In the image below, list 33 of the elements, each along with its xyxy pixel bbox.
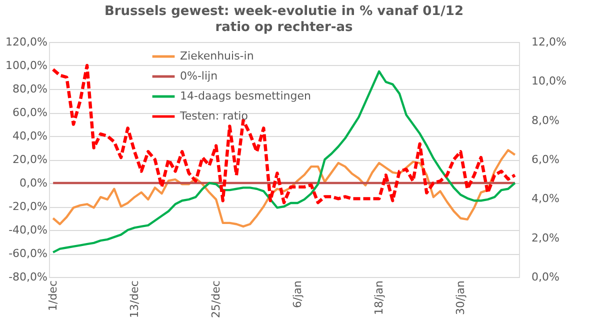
x-tick-label: 6/jan	[291, 280, 304, 308]
line-series	[51, 64, 517, 204]
y-tick-label: 120,0%	[6, 36, 48, 48]
line-series	[52, 70, 516, 254]
legend-label: Ziekenhuis-in	[180, 50, 254, 62]
y-tick-label: 20,0%	[12, 153, 48, 166]
legend-label: 0%-lijn	[180, 70, 218, 82]
y-tick-label: -80,0%	[8, 270, 48, 284]
legend-label: Testen: ratio	[179, 110, 248, 122]
y2-tick-label: 2,0%	[532, 231, 560, 244]
y-tick-label: -20,0%	[8, 200, 48, 213]
y-tick-label: 40,0%	[12, 130, 48, 142]
x-tick-label: 1/dec	[46, 280, 60, 312]
x-tick-label: 30/jan	[454, 280, 468, 315]
x-tick-label: 25/dec	[210, 280, 223, 318]
x-tick-label: 13/dec	[128, 280, 142, 318]
y2-tick-label: 8,0%	[532, 114, 560, 127]
legend-label: 14-daags besmettingen	[180, 90, 312, 102]
y2-tick-label: 10,0%	[532, 74, 566, 88]
y2-tick-label: 0,0%	[532, 270, 560, 284]
y-tick-label: 0,0%	[20, 176, 48, 190]
y2-tick-label: 4,0%	[532, 192, 560, 206]
y-tick-label: -60,0%	[8, 247, 48, 260]
line-series	[52, 149, 516, 228]
x-tick-label: 18/jan	[372, 280, 386, 315]
y-tick-label: 60,0%	[12, 106, 48, 119]
y2-tick-label: 12,0%	[532, 36, 566, 48]
chart-title: Brussels gewest: week-evolutie in % vanaf 01/12	[104, 4, 464, 19]
y-tick-label: -40,0%	[8, 224, 48, 236]
y-tick-label: 100,0%	[6, 59, 48, 72]
y-tick-label: 80,0%	[12, 82, 48, 96]
y2-tick-label: 6,0%	[532, 153, 560, 166]
chart-subtitle: ratio op rechter-as	[215, 20, 354, 35]
